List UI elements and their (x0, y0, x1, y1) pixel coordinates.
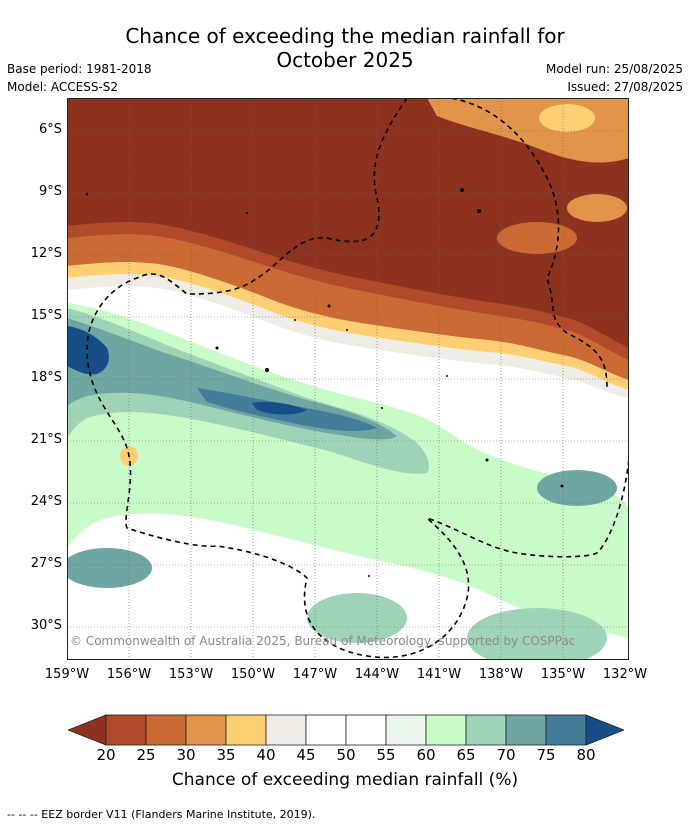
lat-label: 18°S (30, 370, 62, 385)
map-title: Chance of exceeding the median rainfall … (125, 24, 565, 72)
eez-borders (86, 98, 629, 659)
lat-label: 27°S (30, 556, 62, 571)
lat-label: 15°S (30, 308, 62, 323)
colorbar-swatch (425, 714, 467, 746)
lat-label: 6°S (38, 122, 62, 137)
colorbar-arrow-high (585, 714, 624, 746)
wet-dark-blue-2 (252, 401, 307, 415)
colorbar-tick-label: 80 (576, 746, 596, 764)
model-text: Model: ACCESS-S2 (7, 80, 119, 94)
colorbar-swatch (545, 714, 587, 746)
wet-dark-blue (67, 326, 109, 375)
colorbar-tick-label: 50 (336, 746, 356, 764)
colorbar-title: Chance of exceeding median rainfall (%) (171, 770, 519, 790)
patch-yellow (539, 104, 595, 132)
band-brown (67, 98, 629, 348)
colorbar-arrow-low (68, 714, 107, 746)
colorbar-swatch (105, 714, 147, 746)
lat-label: 9°S (38, 184, 62, 199)
rainfall-map (67, 98, 629, 660)
colorbar-swatch (385, 714, 427, 746)
patch-orange-3 (497, 222, 577, 254)
colorbar-tick-label: 20 (96, 746, 116, 764)
issued-text: Issued: 27/08/2025 (567, 80, 683, 94)
colorbar-tick-label: 40 (256, 746, 276, 764)
colorbar-tick-label: 60 (416, 746, 436, 764)
lon-label: 144°W (354, 667, 400, 682)
colorbar-tick-label: 45 (296, 746, 316, 764)
colorbar-swatch (505, 714, 547, 746)
colorbar-tick-label: 65 (456, 746, 476, 764)
lon-label: 135°W (540, 667, 586, 682)
lon-label: 138°W (478, 667, 524, 682)
base-period-text: Base period: 1981-2018 (7, 62, 152, 76)
colorbar-swatch (185, 714, 227, 746)
lon-label: 159°W (44, 667, 90, 682)
lat-label: 30°S (30, 618, 62, 633)
lat-label: 24°S (30, 494, 62, 509)
colorbar-tick-label: 55 (376, 746, 396, 764)
colorbar-tick-label: 35 (216, 746, 236, 764)
eez-legend-note: -- -- -- EEZ border V11 (Flanders Marine… (7, 808, 316, 821)
colorbar-swatch (145, 714, 187, 746)
graticule (67, 98, 629, 660)
model-run-text: Model run: 25/08/2025 (545, 62, 683, 76)
colorbar-tick-label: 75 (536, 746, 556, 764)
lat-label: 12°S (30, 246, 62, 261)
colorbar-tick-label: 30 (176, 746, 196, 764)
colorbar-swatch (225, 714, 267, 746)
lat-label: 21°S (30, 432, 62, 447)
wet-patch-sw (67, 548, 152, 588)
lon-label: 156°W (106, 667, 152, 682)
wet-patch-se (467, 608, 607, 660)
meta-right: Model run: 25/08/2025 Issued: 27/08/2025 (546, 60, 683, 96)
band-grey (67, 274, 629, 398)
colorbar-swatch (265, 714, 307, 746)
wet-patch-e (537, 470, 617, 506)
colorbar-swatch (465, 714, 507, 746)
colorbar-swatch (305, 714, 347, 746)
meta-left: Base period: 1981-2018 Model: ACCESS-S2 (7, 60, 152, 96)
lon-label: 132°W (602, 667, 648, 682)
copyright-text: © Commonwealth of Australia 2025, Bureau… (70, 634, 576, 648)
colorbar-tick-label: 70 (496, 746, 516, 764)
lon-label: 147°W (292, 667, 338, 682)
band-yellow (67, 262, 629, 390)
colorbar (68, 714, 624, 746)
patch-light-orange-2 (567, 194, 627, 222)
colorbar-swatch (345, 714, 387, 746)
islands (85, 188, 564, 577)
lon-label: 153°W (168, 667, 214, 682)
lon-label: 141°W (416, 667, 462, 682)
wet-patch-s (307, 593, 407, 643)
lon-label: 150°W (230, 667, 276, 682)
colorbar-tick-label: 25 (136, 746, 156, 764)
